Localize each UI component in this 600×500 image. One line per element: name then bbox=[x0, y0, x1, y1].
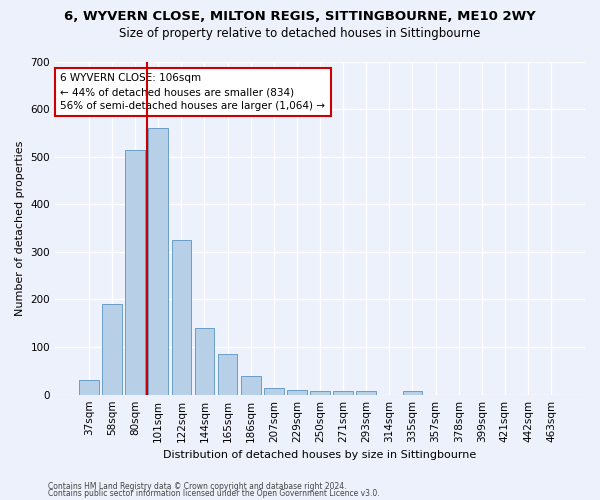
Bar bbox=[125, 150, 145, 394]
Bar bbox=[264, 388, 284, 394]
Text: 6 WYVERN CLOSE: 106sqm
← 44% of detached houses are smaller (834)
56% of semi-de: 6 WYVERN CLOSE: 106sqm ← 44% of detached… bbox=[61, 73, 325, 111]
Bar bbox=[356, 391, 376, 394]
Bar bbox=[148, 128, 168, 394]
Bar bbox=[218, 354, 238, 395]
Bar bbox=[334, 391, 353, 394]
Bar bbox=[79, 380, 99, 394]
Text: Contains HM Land Registry data © Crown copyright and database right 2024.: Contains HM Land Registry data © Crown c… bbox=[48, 482, 347, 491]
X-axis label: Distribution of detached houses by size in Sittingbourne: Distribution of detached houses by size … bbox=[163, 450, 476, 460]
Bar bbox=[172, 240, 191, 394]
Text: 6, WYVERN CLOSE, MILTON REGIS, SITTINGBOURNE, ME10 2WY: 6, WYVERN CLOSE, MILTON REGIS, SITTINGBO… bbox=[64, 10, 536, 23]
Y-axis label: Number of detached properties: Number of detached properties bbox=[15, 140, 25, 316]
Bar bbox=[403, 391, 422, 394]
Bar bbox=[241, 376, 260, 394]
Bar bbox=[102, 304, 122, 394]
Bar bbox=[287, 390, 307, 394]
Text: Contains public sector information licensed under the Open Government Licence v3: Contains public sector information licen… bbox=[48, 490, 380, 498]
Bar bbox=[310, 391, 330, 394]
Text: Size of property relative to detached houses in Sittingbourne: Size of property relative to detached ho… bbox=[119, 28, 481, 40]
Bar bbox=[194, 328, 214, 394]
